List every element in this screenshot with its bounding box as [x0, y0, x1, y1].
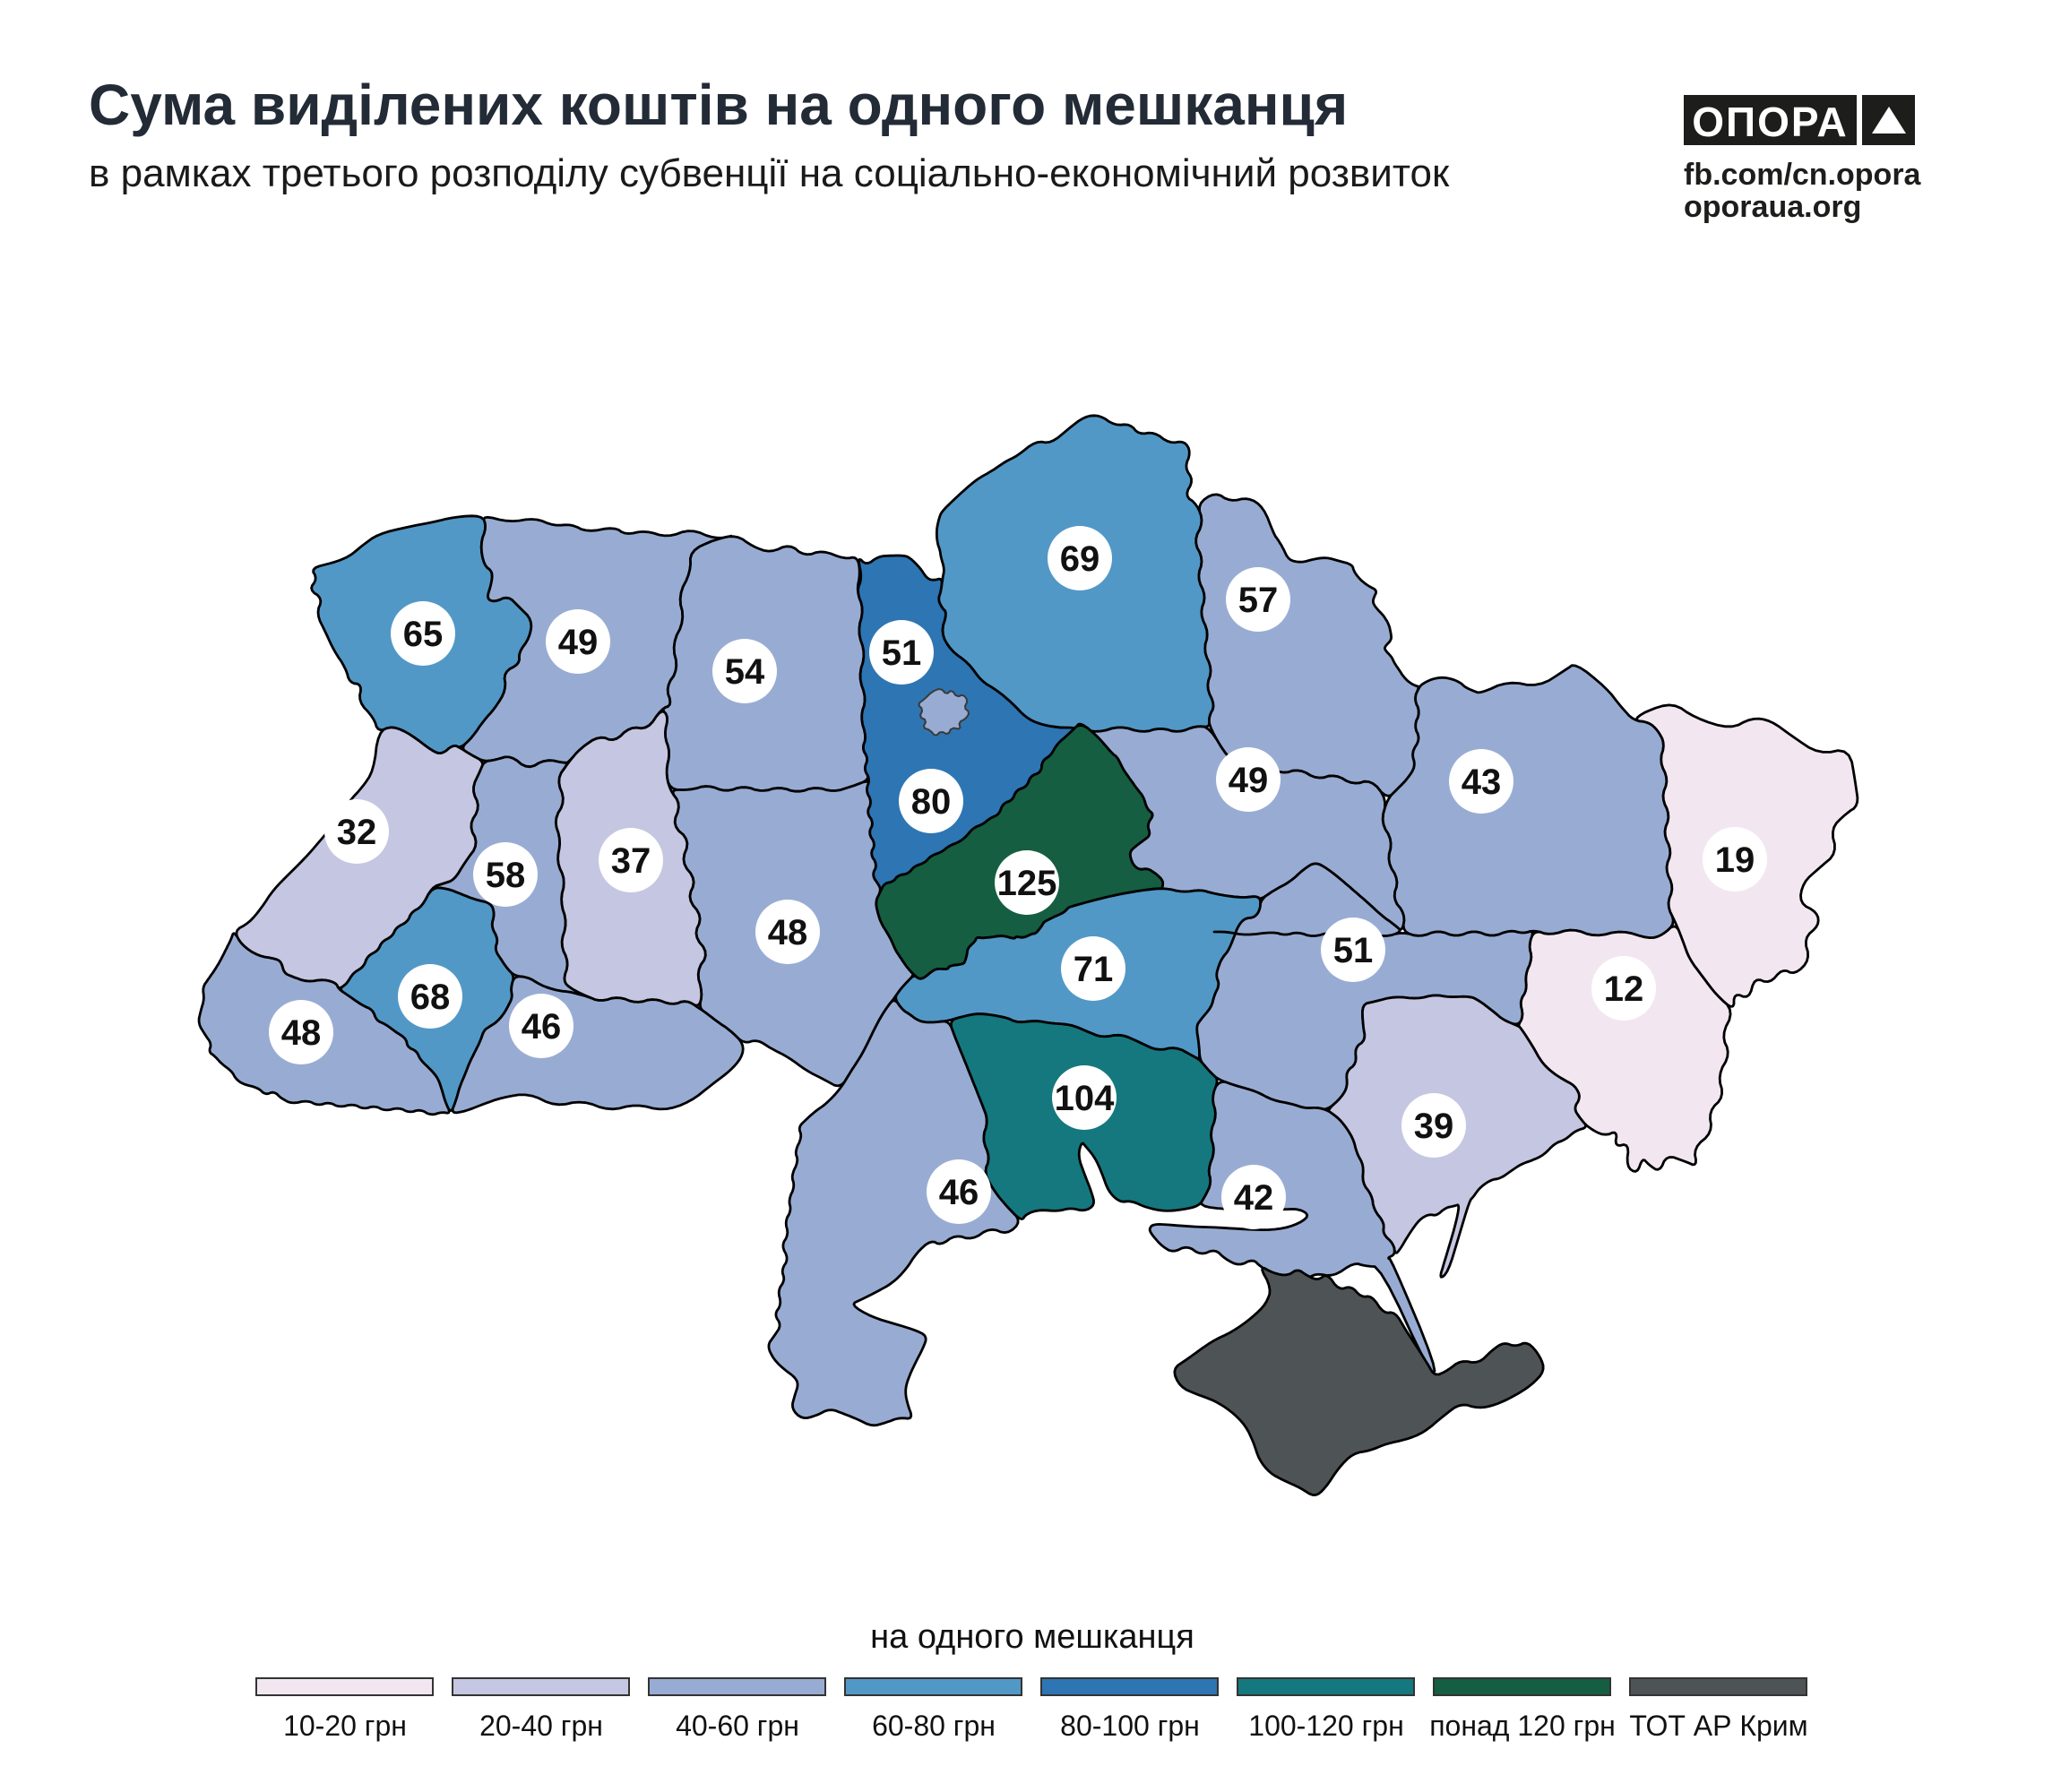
svg-text:48: 48 — [281, 1013, 322, 1053]
svg-text:68: 68 — [410, 978, 451, 1017]
svg-text:51: 51 — [882, 633, 922, 673]
svg-text:80: 80 — [911, 782, 952, 822]
svg-text:65: 65 — [403, 615, 444, 654]
svg-text:43: 43 — [1462, 762, 1502, 802]
svg-text:12: 12 — [1604, 969, 1644, 1009]
svg-text:32: 32 — [337, 813, 377, 852]
svg-text:42: 42 — [1234, 1178, 1274, 1218]
svg-text:46: 46 — [939, 1173, 979, 1212]
svg-text:49: 49 — [1229, 761, 1269, 800]
svg-text:46: 46 — [522, 1007, 562, 1047]
svg-text:37: 37 — [611, 841, 651, 881]
svg-text:49: 49 — [558, 623, 599, 662]
svg-text:54: 54 — [725, 652, 765, 692]
svg-text:125: 125 — [997, 864, 1057, 903]
svg-text:51: 51 — [1333, 931, 1374, 970]
svg-text:19: 19 — [1715, 840, 1755, 880]
svg-text:58: 58 — [486, 856, 526, 895]
svg-text:104: 104 — [1055, 1079, 1115, 1118]
svg-text:48: 48 — [768, 913, 808, 952]
svg-text:57: 57 — [1238, 581, 1279, 620]
svg-text:71: 71 — [1074, 950, 1114, 989]
svg-text:39: 39 — [1414, 1107, 1454, 1146]
svg-text:69: 69 — [1060, 539, 1100, 579]
